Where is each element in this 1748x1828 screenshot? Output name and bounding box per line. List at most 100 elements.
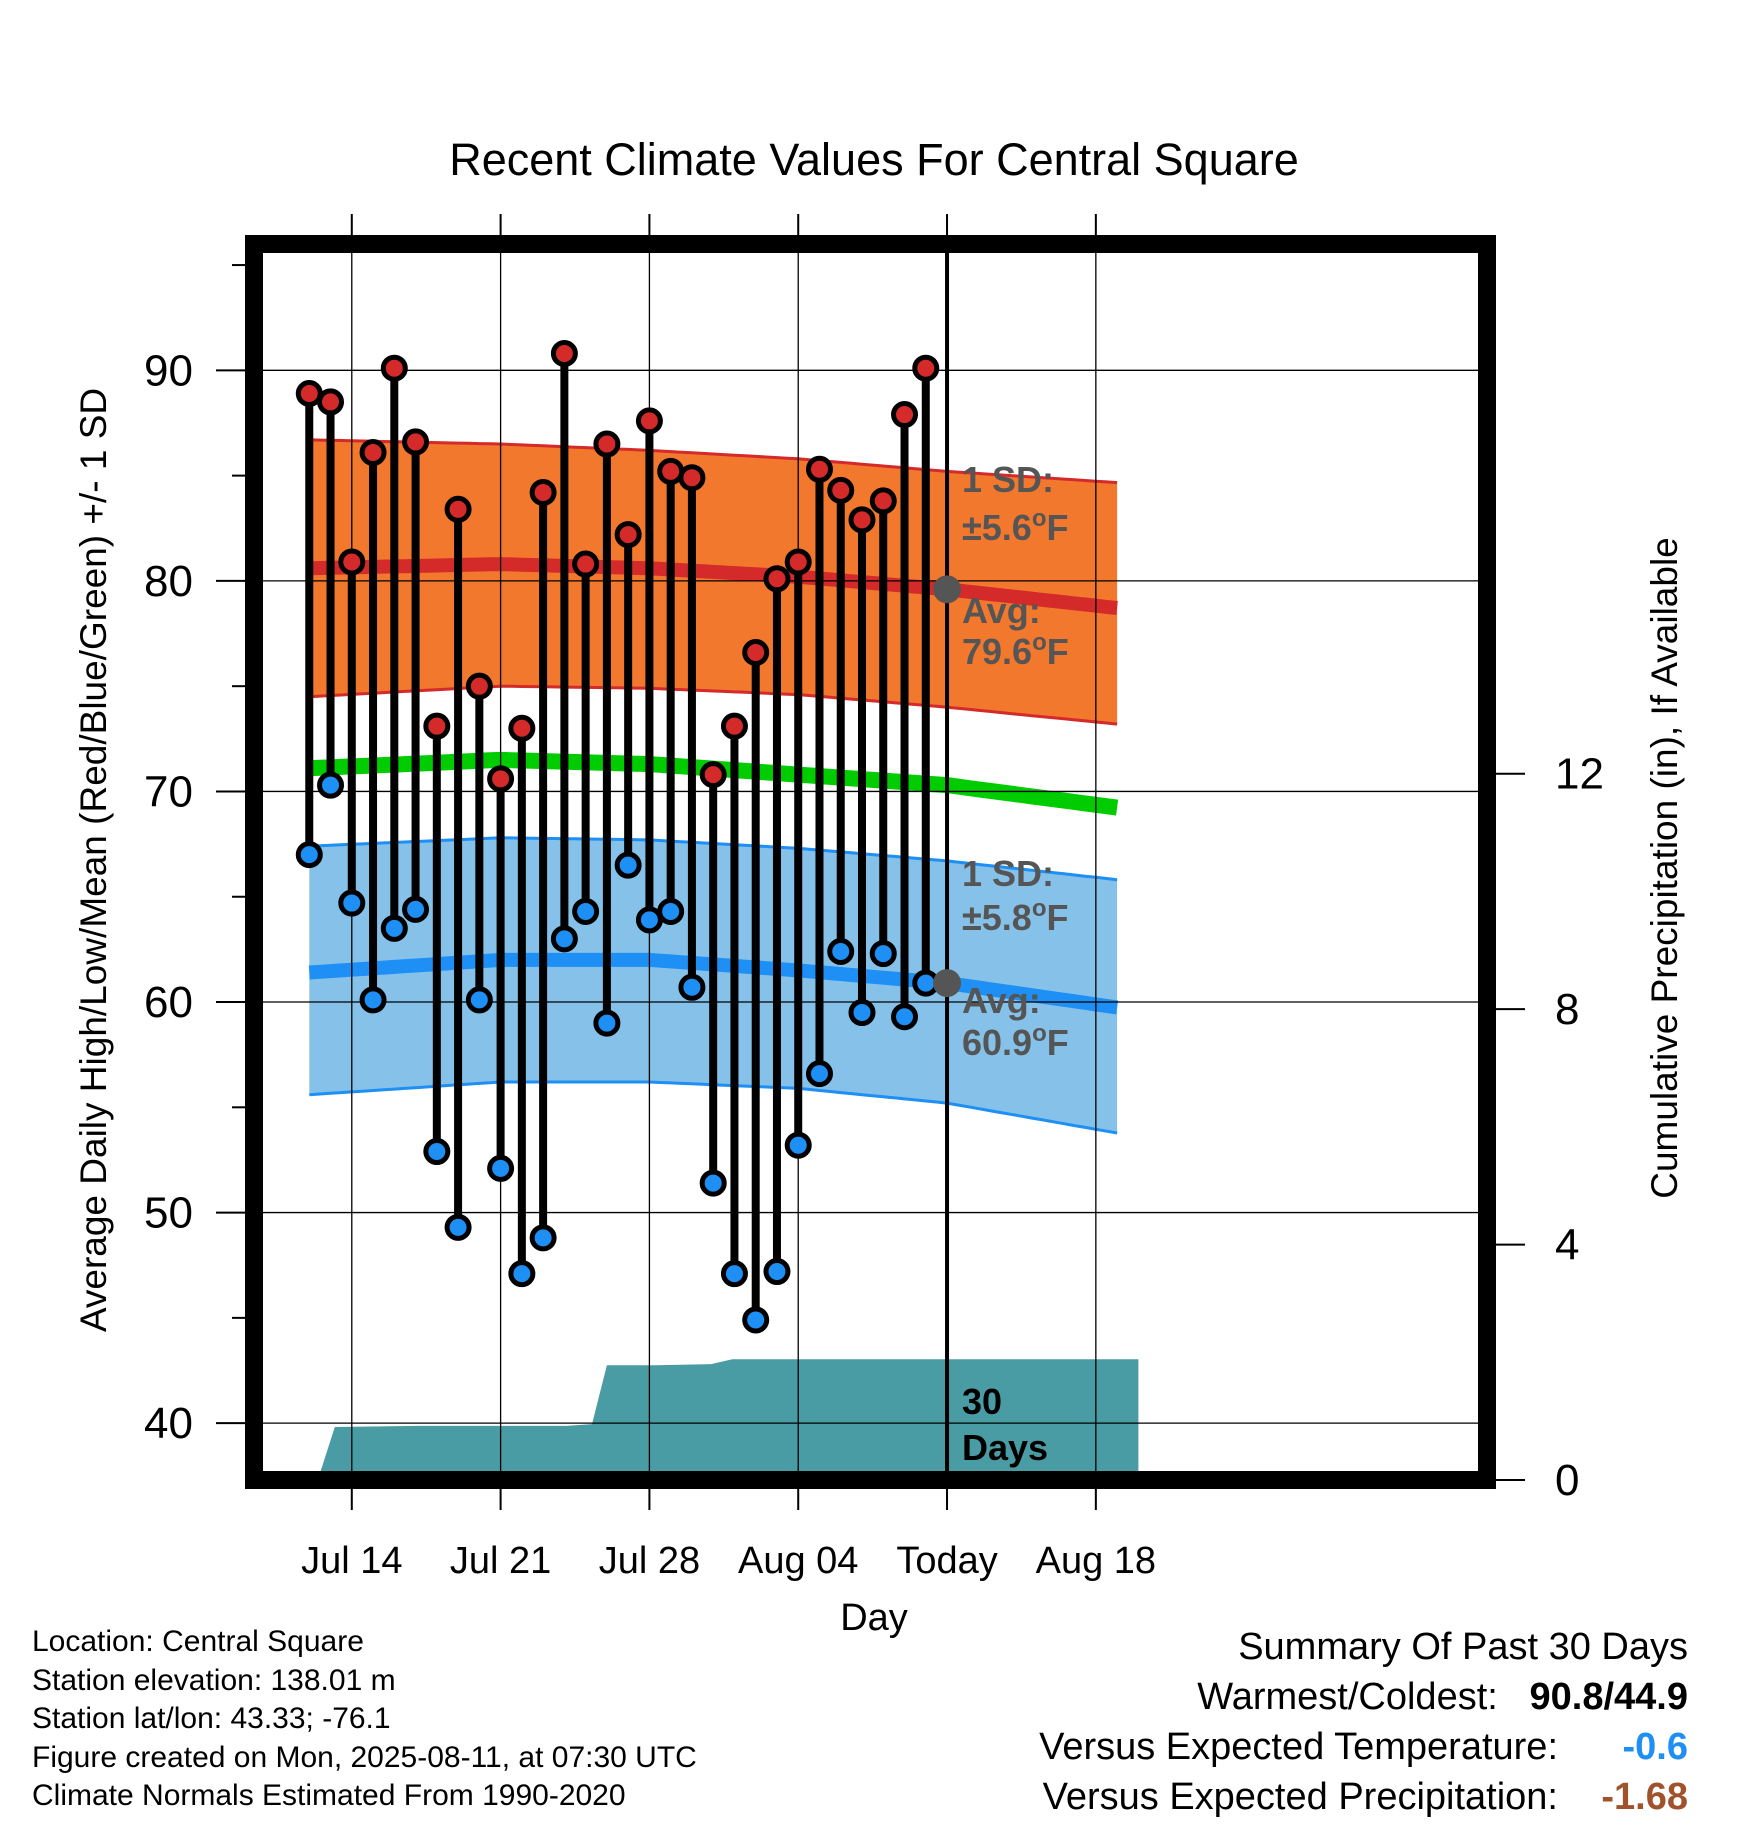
high-avg-label: Avg: — [962, 590, 1041, 631]
high-sd-upper-line — [309, 438, 1118, 485]
daily-low-point — [402, 895, 430, 923]
y-tick-label: 60 — [144, 978, 193, 1027]
daily-low-point — [572, 897, 600, 925]
daily-high-point — [402, 428, 430, 456]
warmest-coldest-value: 90.8/44.9 — [1529, 1676, 1688, 1718]
daily-high-point — [784, 548, 812, 576]
daily-high-point — [912, 354, 940, 382]
station-info: Location: Central Square Station elevati… — [32, 1623, 697, 1816]
high-sd-value: ±5.6oF — [962, 505, 1068, 548]
high-sd-label: 1 SD: — [962, 459, 1054, 500]
temp-vs-expected-label: Versus Expected Temperature: — [1039, 1726, 1558, 1768]
summary-title: Summary Of Past 30 Days — [1238, 1626, 1688, 1668]
daily-low-point — [635, 906, 663, 934]
daily-low-point — [784, 1131, 812, 1159]
daily-low-point — [359, 986, 387, 1014]
x-tick-label: Aug 04 — [738, 1540, 858, 1582]
x-axis-title: Day — [840, 1597, 908, 1639]
plot-frame — [245, 235, 1496, 1489]
daily-high-point — [720, 712, 748, 740]
daily-high-point — [848, 506, 876, 534]
warmest-coldest-label: Warmest/Coldest: — [1197, 1676, 1498, 1718]
x-tick-label: Jul 28 — [599, 1540, 700, 1582]
precipitation-area — [317, 1359, 1139, 1480]
daily-low-point — [380, 914, 408, 942]
y2-tick-label: 8 — [1555, 985, 1579, 1034]
today-low-avg-marker — [933, 969, 962, 998]
daily-low-point — [487, 1154, 515, 1182]
x-tick-label: Today — [896, 1540, 997, 1582]
y2-tick-label: 0 — [1555, 1456, 1579, 1505]
daily-high-point — [529, 478, 557, 506]
daily-low-point — [869, 940, 897, 968]
y-tick-label: 70 — [144, 767, 193, 816]
low-avg-value: 60.9oF — [962, 1020, 1069, 1063]
daily-low-point — [720, 1260, 748, 1288]
daily-low-point — [678, 973, 706, 1001]
x-tick-label: Jul 14 — [301, 1540, 402, 1582]
daily-low-point — [338, 889, 366, 917]
y-tick-label: 50 — [144, 1189, 193, 1238]
axes: Jul 14 Jul 21 Jul 28 Aug 04 Today Aug 18 4 0 50 6… — [144, 214, 1604, 1582]
high-sd-band — [309, 439, 1118, 725]
daily-low-point — [614, 851, 642, 879]
x-tick-label: Aug 18 — [1036, 1540, 1156, 1582]
daily-high-point — [380, 354, 408, 382]
today-high-avg-marker — [933, 575, 962, 604]
daily-high-point — [742, 638, 770, 666]
daily-high-point — [614, 521, 642, 549]
precip-vs-expected-label: Versus Expected Precipitation: — [1042, 1776, 1558, 1818]
daily-low-point — [550, 925, 578, 953]
daily-low-point — [508, 1260, 536, 1288]
daily-high-point — [891, 401, 919, 429]
temp-vs-expected-value: -0.6 — [1622, 1726, 1688, 1768]
y2-axis-title: Cumulative Precipitation (in), If Availa… — [1644, 537, 1685, 1199]
daily-low-point — [763, 1258, 791, 1286]
daily-high-point — [678, 464, 706, 492]
location-text: Location: Central Square — [32, 1625, 364, 1658]
daily-high-point — [295, 379, 323, 407]
high-sd-lower-line — [309, 684, 1118, 726]
precip-window-label-2: Days — [962, 1427, 1048, 1468]
latlon-text: Station lat/lon: 43.33; -76.1 — [32, 1702, 391, 1735]
daily-low-point — [891, 1003, 919, 1031]
daily-high-point — [444, 495, 472, 523]
daily-low-point — [465, 986, 493, 1014]
daily-low-point — [444, 1213, 472, 1241]
daily-high-point — [763, 565, 791, 593]
daily-low-point — [805, 1060, 833, 1088]
precip-window-label-1: 30 — [962, 1381, 1002, 1422]
daily-low-point — [742, 1306, 770, 1334]
y2-tick-label: 12 — [1555, 750, 1604, 799]
daily-high-point — [699, 761, 727, 789]
daily-high-point — [338, 548, 366, 576]
daily-high-point — [317, 388, 345, 416]
daily-low-point — [848, 999, 876, 1027]
daily-low-point — [827, 937, 855, 965]
daily-low-point — [593, 1009, 621, 1037]
low-avg-label: Avg: — [962, 980, 1041, 1021]
daily-high-point — [550, 339, 578, 367]
daily-high-point — [487, 765, 515, 793]
y-tick-label: 90 — [144, 346, 193, 395]
daily-high-point — [869, 487, 897, 515]
precip-vs-expected-value: -1.68 — [1601, 1776, 1688, 1818]
y-axis-title: Average Daily High/Low/Mean (Red/Blue/Gr… — [73, 388, 114, 1332]
x-tick-label: Jul 21 — [450, 1540, 551, 1582]
daily-low-point — [699, 1169, 727, 1197]
y2-tick-label: 4 — [1555, 1221, 1579, 1270]
chart-title: Recent Climate Values For Central Square — [449, 134, 1299, 185]
elevation-text: Station elevation: 138.01 m — [32, 1663, 396, 1697]
summary-panel: Summary Of Past 30 Days Warmest/Coldest:… — [1039, 1622, 1688, 1822]
normals-text: Climate Normals Estimated From 1990-2020 — [32, 1779, 626, 1812]
daily-low-point — [423, 1138, 451, 1166]
daily-low-point — [295, 841, 323, 869]
low-sd-value: ±5.8oF — [962, 895, 1068, 938]
daily-high-point — [657, 457, 685, 485]
created-text: Figure created on Mon, 2025-08-11, at 07… — [32, 1740, 697, 1774]
low-sd-label: 1 SD: — [962, 853, 1054, 894]
daily-high-point — [423, 712, 451, 740]
